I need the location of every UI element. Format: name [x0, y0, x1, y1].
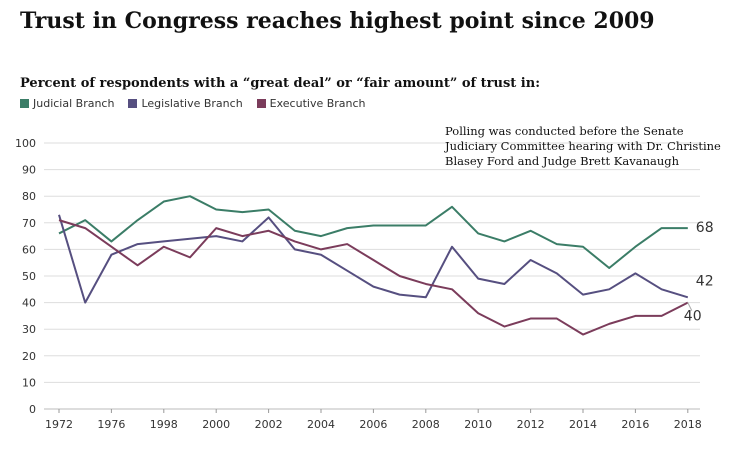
chart-subtitle: Percent of respondents with a “great dea… — [20, 76, 540, 91]
legend-item-executive: Executive Branch — [256, 97, 366, 110]
series-line-judicial-branch — [58, 195, 688, 270]
chart-title: Trust in Congress reaches highest point … — [20, 8, 655, 34]
legend: Judicial Branch Legislative Branch Execu… — [20, 97, 366, 110]
y-tick-label: 10 — [22, 376, 36, 389]
series-line-executive-branch — [58, 219, 689, 336]
x-tick-label: 1976 — [97, 418, 125, 431]
end-value-label: 68 — [696, 220, 714, 236]
x-tick-label: 2012 — [517, 418, 545, 431]
legend-swatch — [20, 99, 29, 108]
y-tick-label: 20 — [22, 350, 36, 363]
y-tick-label: 30 — [22, 323, 36, 336]
x-tick-label: 1998 — [150, 418, 178, 431]
y-tick-label: 50 — [22, 270, 36, 283]
x-tick-label: 2018 — [674, 418, 702, 431]
y-tick-label: 70 — [22, 217, 36, 230]
y-tick-label: 80 — [22, 190, 36, 203]
x-tick-label: 2000 — [202, 418, 230, 431]
y-tick-label: 0 — [29, 403, 36, 416]
y-tick-label: 90 — [22, 164, 36, 177]
x-tick-label: 1972 — [45, 418, 73, 431]
legend-item-judicial: Judicial Branch — [20, 97, 114, 110]
label-leader — [687, 302, 693, 311]
legend-label: Judicial Branch — [33, 97, 115, 110]
legend-label: Executive Branch — [269, 97, 366, 110]
legend-swatch — [128, 99, 138, 108]
end-value-label: 42 — [696, 273, 714, 289]
x-tick-label: 2014 — [569, 418, 597, 431]
legend-label: Legislative Branch — [141, 97, 243, 110]
x-tick-label: 2016 — [621, 418, 649, 431]
legend-swatch — [256, 99, 266, 108]
x-tick-label: 2010 — [464, 418, 492, 431]
x-tick-label: 2008 — [412, 418, 440, 431]
annotation-note: Polling was conducted before the Senate … — [445, 124, 721, 168]
x-tick-label: 2006 — [359, 418, 387, 431]
legend-item-legislative: Legislative Branch — [128, 97, 243, 110]
y-tick-label: 100 — [15, 137, 36, 150]
end-value-label: 40 — [684, 309, 702, 325]
y-tick-label: 40 — [22, 297, 36, 310]
series-line-legislative-branch — [58, 214, 689, 304]
x-tick-label: 2004 — [307, 418, 335, 431]
x-tick-label: 2002 — [255, 418, 283, 431]
y-tick-label: 60 — [22, 243, 36, 256]
